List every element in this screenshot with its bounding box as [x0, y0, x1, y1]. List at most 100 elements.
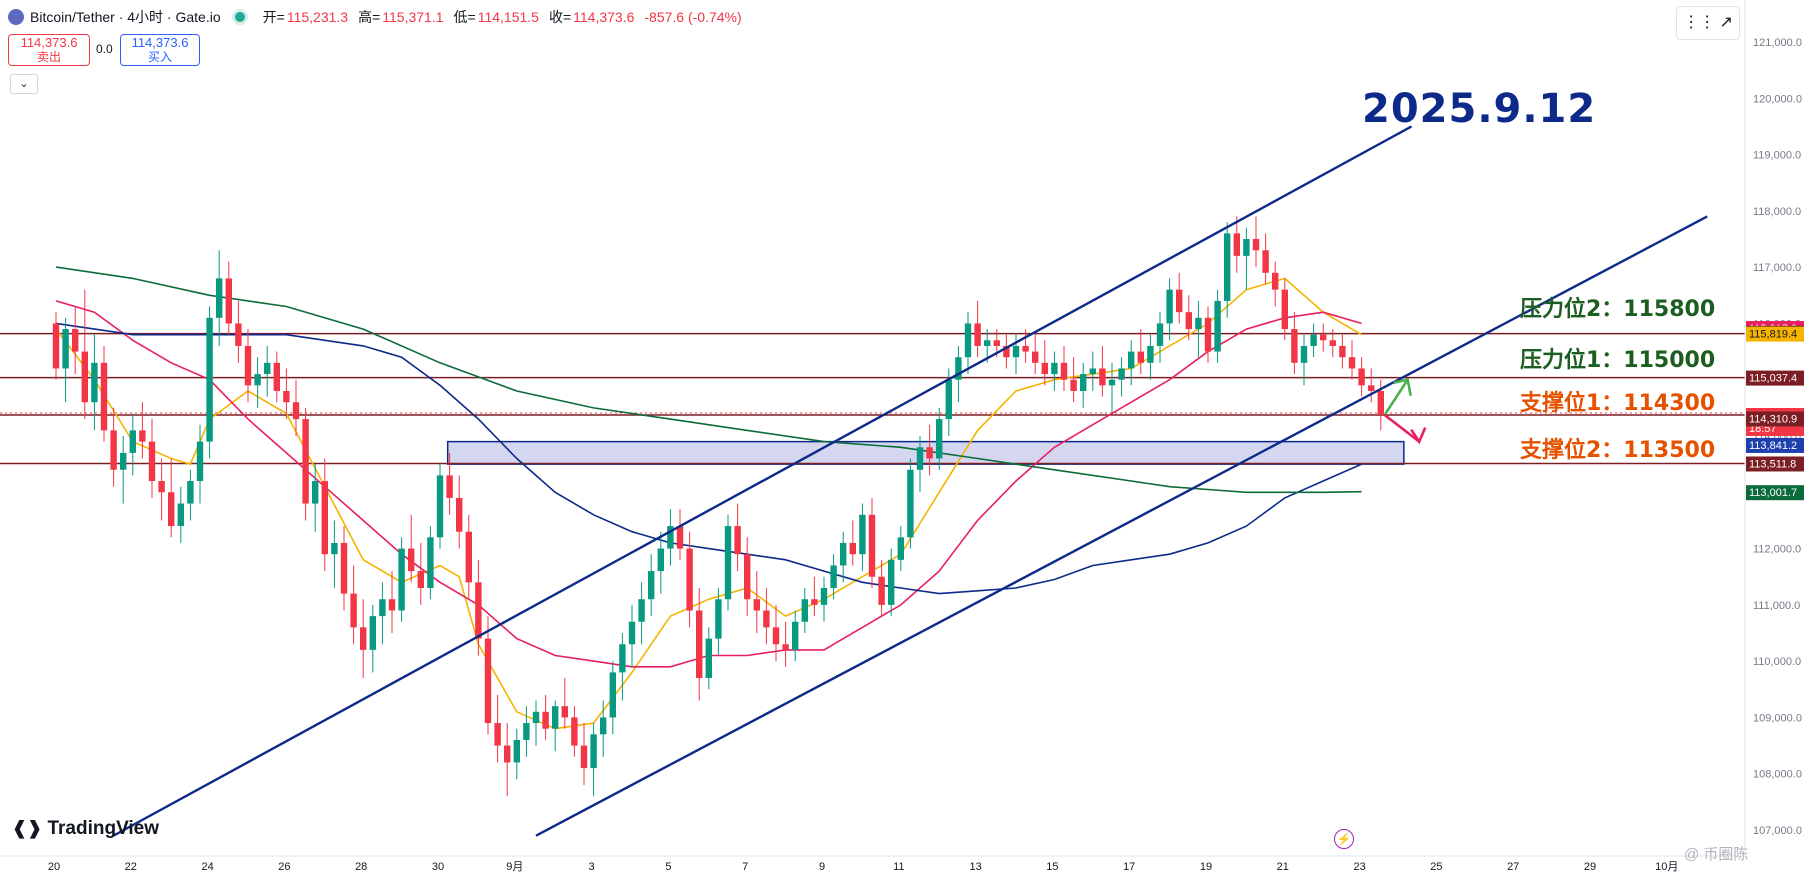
high-label: 高= — [358, 9, 381, 25]
candle-body — [1224, 233, 1231, 301]
resistance-level-2: 压力位2：115800 — [1520, 297, 1716, 322]
x-tick-label: 29 — [1584, 861, 1596, 873]
symbol-title[interactable]: Bitcoin/Tether · 4小时 · Gate.io — [30, 9, 221, 25]
candle-body — [1041, 362, 1048, 375]
candle-body — [427, 537, 434, 588]
price-label-bg — [1746, 485, 1804, 501]
candle-body — [830, 565, 837, 588]
y-tick-label: 117,000.0 — [1753, 262, 1801, 274]
y-tick-label: 112,000.0 — [1753, 544, 1801, 556]
candle-body — [974, 323, 981, 346]
candle-body — [91, 362, 98, 403]
sell-price: 114,373.6 — [20, 35, 78, 50]
candle-body — [590, 734, 597, 769]
close-value: 114,373.6 — [573, 9, 635, 25]
buy-price: 114,373.6 — [131, 35, 189, 50]
candle-body — [657, 548, 664, 572]
candle-body — [72, 329, 79, 352]
moving-average-line — [55, 300, 1362, 668]
candle-body — [1195, 317, 1202, 330]
x-tick-label: 17 — [1123, 861, 1135, 873]
change-value: -857.6 (-0.74%) — [644, 9, 742, 25]
lightning-icon[interactable]: ⚡ — [1334, 829, 1354, 849]
candle-body — [840, 542, 847, 566]
candle-body — [782, 644, 789, 650]
candle-body — [494, 723, 501, 746]
candle-body — [580, 745, 588, 769]
y-tick-label: 121,000.0 — [1753, 37, 1802, 49]
logo-text: TradingView — [47, 818, 160, 839]
support-level-1: 支撑位1：114300 — [1520, 391, 1716, 416]
candle-body — [1329, 340, 1336, 346]
candle-body — [1080, 374, 1087, 391]
candle-body — [1118, 368, 1125, 380]
low-value: 114,151.5 — [477, 9, 539, 25]
moving-average-line — [55, 322, 1362, 595]
candle-body — [1300, 345, 1308, 363]
candle-body — [811, 599, 818, 605]
candle-body — [676, 526, 684, 549]
price-label-bg — [1746, 411, 1804, 427]
candle-body — [465, 531, 472, 583]
candle-body — [369, 616, 376, 650]
candle-body — [1137, 351, 1144, 363]
sell-button[interactable]: 114,373.6 卖出 — [8, 34, 90, 66]
open-label: 开= — [262, 9, 285, 25]
chart-header: Bitcoin/Tether · 4小时 · Gate.io 开= 115,231… — [8, 6, 752, 28]
candle-body — [139, 430, 146, 442]
candle-body — [936, 419, 943, 459]
candle-body — [734, 526, 741, 555]
candle-body — [1185, 312, 1192, 330]
close-label: 收= — [548, 9, 572, 25]
scenario-arrow — [1383, 379, 1409, 416]
candle-body — [235, 323, 242, 346]
candle-body — [360, 627, 367, 650]
tradingview-logo: ❰❱ TradingView — [12, 818, 160, 839]
candle-body — [1291, 329, 1298, 363]
candle-body — [1060, 362, 1068, 380]
candle-body — [129, 430, 136, 453]
x-tick-label: 22 — [125, 861, 137, 873]
candle-body — [206, 317, 213, 442]
candle-body — [686, 548, 693, 611]
watermark: @ 币圈陈 — [1684, 846, 1749, 863]
candle-body — [1012, 345, 1020, 358]
candle-body — [1272, 272, 1279, 290]
candle-body — [609, 672, 616, 718]
candle-body — [100, 362, 108, 431]
candle-body — [1252, 239, 1260, 251]
candle-body — [1176, 289, 1183, 313]
chart-toggle-icon[interactable]: ⋮⋮ ↗ — [1676, 6, 1740, 40]
candle-body — [264, 362, 271, 375]
candle-body — [1128, 351, 1135, 369]
price-label: 113,841.2 — [1749, 440, 1797, 452]
x-tick-label: 28 — [355, 861, 367, 873]
resistance-level-1: 压力位1：115000 — [1520, 348, 1716, 373]
arrow-head — [1410, 427, 1427, 445]
candle-body — [177, 503, 184, 527]
candle-body — [81, 351, 88, 403]
candle-body — [302, 419, 309, 504]
x-tick-label: 5 — [665, 861, 671, 873]
channel-line — [535, 215, 1708, 837]
y-tick-label: 111,000.0 — [1753, 600, 1800, 612]
buy-label: 买入 — [147, 50, 172, 64]
candle-body — [475, 582, 482, 639]
candle-body — [408, 548, 415, 572]
candle-body — [456, 497, 463, 532]
candle-body — [792, 621, 799, 650]
candle-body — [772, 627, 780, 645]
x-tick-label: 30 — [432, 861, 444, 873]
x-tick-label: 27 — [1507, 861, 1519, 873]
y-tick-label: 109,000.0 — [1753, 712, 1802, 724]
x-tick-label: 20 — [48, 861, 60, 873]
candle-body — [52, 323, 60, 369]
candle-body — [513, 739, 520, 763]
x-tick-label: 26 — [278, 861, 290, 873]
candle-body — [1147, 345, 1154, 363]
candle-body — [196, 441, 204, 482]
y-tick-label: 120,000.0 — [1753, 93, 1802, 105]
chevron-down-icon[interactable]: ⌄ — [10, 74, 38, 94]
buy-button[interactable]: 114,373.6 买入 — [120, 34, 200, 66]
